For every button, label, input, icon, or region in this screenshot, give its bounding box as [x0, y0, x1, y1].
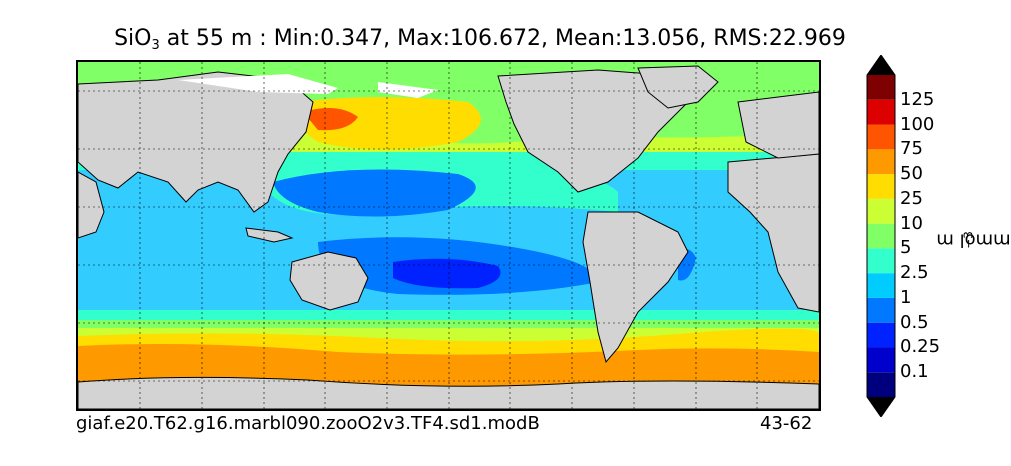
colorbar-segment [867, 174, 895, 199]
colorbar-tick-label: 0.1 [900, 361, 929, 383]
colorbar-tick-label: 1 [900, 286, 912, 308]
colorbar-segment [867, 75, 895, 100]
colorbar-segment [867, 273, 895, 298]
colorbar-tick-label: 125 [900, 88, 935, 110]
colorbar-tick-labels: 0.1 0.25 0.5 1 2.5 5 10 25 50 75 100 125 [900, 60, 960, 412]
greenland [637, 65, 719, 109]
colorbar [866, 55, 896, 417]
colorbar-tick-label: 10 [900, 212, 923, 234]
colorbar-segment [867, 198, 895, 224]
colorbar-tick-label: 0.5 [900, 311, 929, 333]
indonesia [245, 227, 294, 243]
colorbar-tick-label: 0.25 [900, 336, 941, 358]
colorbar-tick-label: 2.5 [900, 262, 929, 284]
okhotsk-high [303, 108, 358, 131]
colorbar-segment [867, 149, 895, 175]
colorbar-tick-label: 75 [900, 138, 923, 160]
colorbar-segment [867, 372, 895, 397]
title-stats: at 55 m : Min:0.347, Max:106.672, Mean:1… [159, 26, 846, 51]
colorbar-segment [867, 347, 895, 373]
antarctica [78, 376, 819, 409]
south-america [582, 211, 689, 364]
years-label: 43-62 [760, 413, 813, 434]
sea-ice-bering [378, 82, 438, 98]
colorbar-frame [866, 55, 896, 417]
africa-east [78, 171, 105, 239]
colorbar-extend-min [867, 397, 895, 417]
title-variable: SiO [114, 26, 152, 51]
colorbar-tick-label: 100 [900, 113, 935, 135]
colorbar-segment [867, 322, 895, 348]
africa [727, 153, 819, 313]
colorbar-extend-max [867, 55, 895, 75]
gridlines [78, 62, 819, 409]
south-pacific-core [393, 258, 501, 289]
map-panel [76, 60, 821, 411]
colorbar-segment [867, 124, 895, 150]
plot-title: SiO3 at 55 m : Min:0.347, Max:106.672, M… [0, 26, 960, 53]
colorbar-segment [867, 99, 895, 125]
colorbar-segment [867, 297, 895, 323]
australia [289, 251, 369, 311]
colorbar-segment [867, 248, 895, 274]
unit-prefix: mmol m [935, 229, 1011, 251]
sea-ice-arctic [178, 74, 338, 94]
europe [737, 91, 819, 159]
colorbar-tick-label: 5 [900, 237, 912, 259]
land-masses [78, 65, 819, 364]
colorbar-unit-label: mmol m −3 [936, 170, 1010, 310]
colorbar-tick-label: 25 [900, 187, 923, 209]
colorbar-tick-label: 50 [900, 163, 923, 185]
north-pacific-gyre [273, 169, 476, 217]
case-name-label: giaf.e20.T62.g16.marbl090.zooO2v3.TF4.sd… [76, 413, 540, 434]
colorbar-segment [867, 223, 895, 249]
title-subscript: 3 [151, 38, 160, 53]
map-canvas [78, 62, 819, 409]
